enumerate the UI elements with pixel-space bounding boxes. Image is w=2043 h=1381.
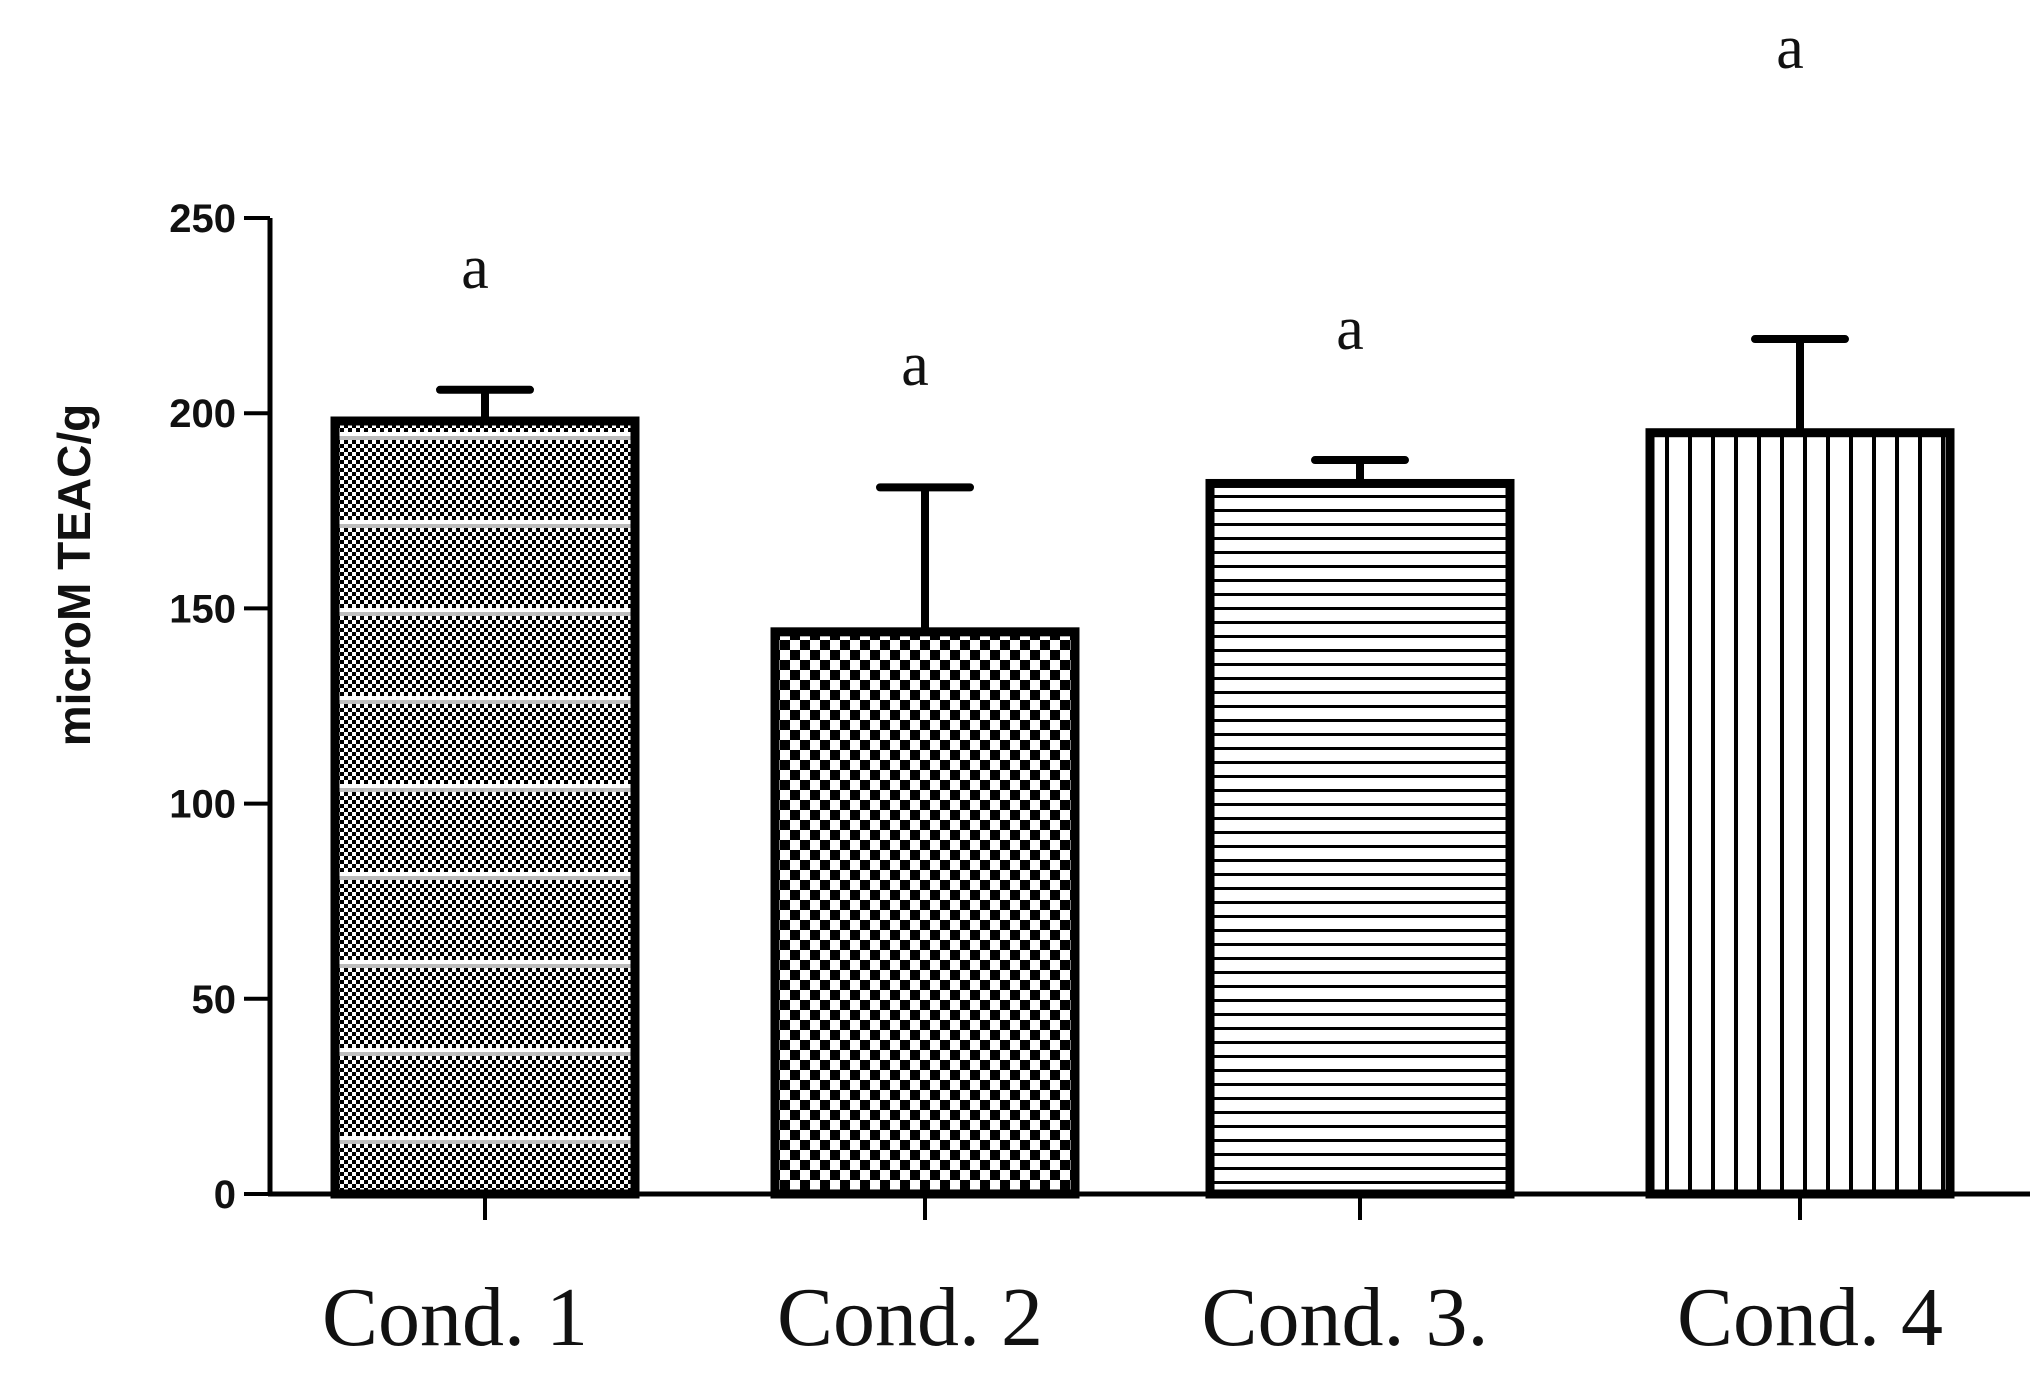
bar — [770, 627, 1080, 1199]
significance-label: a — [1776, 14, 1804, 82]
y-tick-label: 150 — [169, 587, 236, 631]
y-tick-label: 50 — [192, 978, 237, 1022]
category-label: Cond. 2 — [777, 1271, 1043, 1364]
significance-label: a — [901, 331, 929, 399]
bar — [1205, 478, 1515, 1199]
category-label: Cond. 4 — [1677, 1271, 1943, 1364]
significance-label: a — [461, 234, 489, 302]
category-labels: Cond. 1 Cond. 2 Cond. 3. Cond. 4 — [322, 1271, 1943, 1364]
y-tick-label: 0 — [214, 1173, 236, 1217]
y-tick-label: 250 — [169, 197, 236, 241]
error-bars — [436, 335, 1849, 632]
category-label: Cond. 3. — [1201, 1271, 1488, 1364]
y-axis-title: microM TEAC/g — [48, 404, 100, 746]
significance-label: a — [1336, 295, 1364, 363]
y-tick-label: 100 — [169, 783, 236, 827]
y-tick-label: 200 — [169, 392, 236, 436]
y-axis: 0 50 100 150 200 250 — [169, 197, 273, 1217]
bars — [330, 416, 1955, 1199]
bar — [330, 416, 640, 1199]
significance-labels: a a a a — [461, 14, 1804, 399]
bar — [1645, 428, 1955, 1199]
category-label: Cond. 1 — [322, 1271, 588, 1364]
